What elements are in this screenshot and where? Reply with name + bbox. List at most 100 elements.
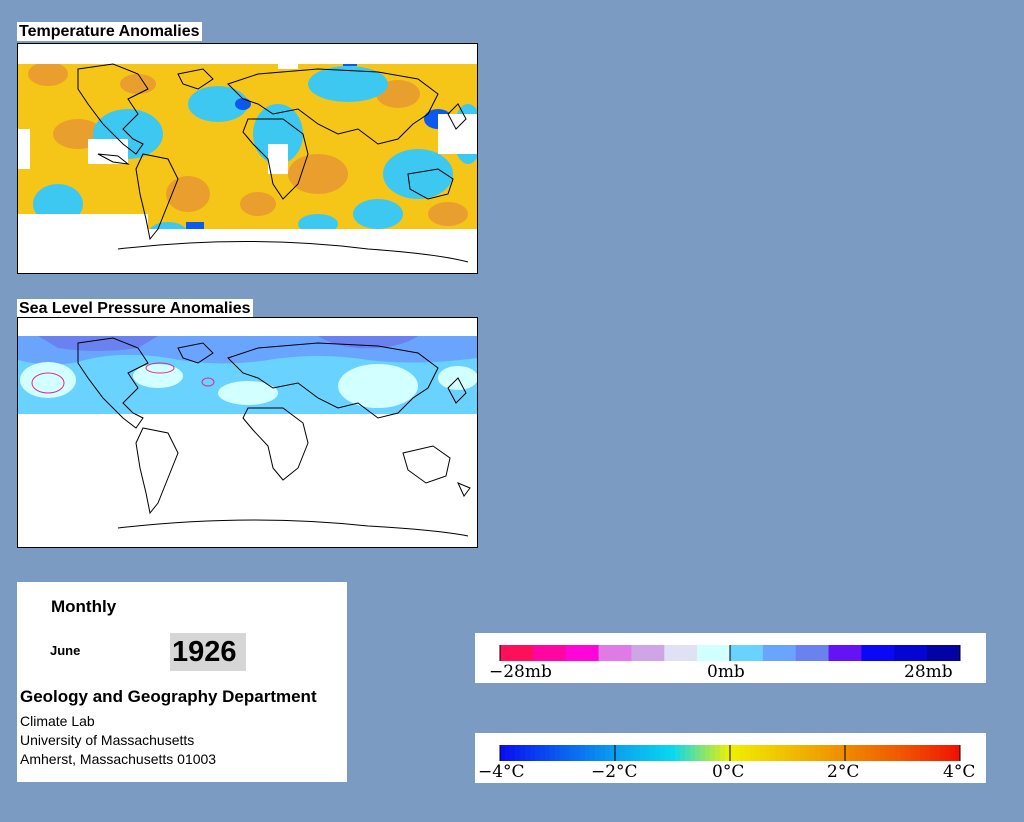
legend-color-swatch (820, 745, 826, 761)
legend-color-swatch (590, 745, 596, 761)
legend-color-swatch (540, 745, 546, 761)
legend-color-swatch (925, 745, 931, 761)
legend-color-swatch (631, 645, 665, 661)
temperature-legend-plus4: 4°C (943, 762, 976, 782)
legend-color-swatch (545, 745, 551, 761)
legend-color-swatch (880, 745, 886, 761)
legend-color-swatch (828, 645, 862, 661)
legend-color-swatch (560, 745, 566, 761)
legend-color-swatch (850, 745, 856, 761)
legend-color-swatch (598, 645, 632, 661)
legend-color-swatch (650, 745, 656, 761)
legend-color-swatch (950, 745, 956, 761)
legend-color-swatch (690, 745, 696, 761)
temperature-legend-plus2: 2°C (827, 762, 860, 782)
legend-color-swatch (580, 745, 586, 761)
legend-color-swatch (845, 745, 851, 761)
legend-color-swatch (800, 745, 806, 761)
legend-color-swatch (955, 745, 961, 761)
legend-color-swatch (695, 745, 701, 761)
legend-color-swatch (565, 745, 571, 761)
temperature-legend: −4°C −2°C 0°C 2°C 4°C (475, 733, 986, 783)
temperature-legend-zero: 0°C (712, 762, 745, 782)
address-line: University of Massachusetts (20, 732, 195, 748)
legend-color-swatch (570, 745, 576, 761)
legend-color-swatch (645, 745, 651, 761)
address-line: Amherst, Massachusetts 01003 (20, 751, 217, 767)
legend-color-swatch (745, 745, 751, 761)
legend-color-swatch (710, 745, 716, 761)
legend-color-swatch (900, 745, 906, 761)
year-badge: 1926 (170, 633, 246, 671)
legend-color-swatch (525, 745, 531, 761)
legend-color-swatch (740, 745, 746, 761)
legend-color-swatch (555, 745, 561, 761)
legend-color-swatch (697, 645, 731, 661)
legend-color-swatch (530, 745, 536, 761)
legend-color-swatch (795, 645, 830, 661)
temperature-legend-minus4: −4°C (478, 762, 525, 782)
legend-color-swatch (660, 745, 666, 761)
legend-color-swatch (500, 645, 534, 661)
legend-color-swatch (700, 745, 706, 761)
legend-color-swatch (730, 745, 736, 761)
legend-color-swatch (595, 745, 601, 761)
temperature-map-title: Temperature Anomalies (17, 22, 202, 41)
period-label: Monthly (51, 597, 117, 616)
legend-color-swatch (635, 745, 641, 761)
legend-color-swatch (532, 645, 567, 661)
pressure-anomaly-map (17, 317, 478, 548)
legend-color-swatch (630, 745, 636, 761)
temperature-legend-minus2: −2°C (591, 762, 638, 782)
legend-color-swatch (775, 745, 781, 761)
legend-color-swatch (705, 745, 711, 761)
legend-color-swatch (585, 745, 591, 761)
legend-color-swatch (825, 745, 831, 761)
legend-color-swatch (664, 645, 698, 661)
pressure-legend: −28mb 0mb 28mb (475, 633, 986, 683)
legend-color-swatch (770, 745, 776, 761)
legend-color-swatch (575, 745, 581, 761)
legend-color-swatch (762, 645, 797, 661)
legend-color-swatch (605, 745, 611, 761)
legend-color-swatch (600, 745, 606, 761)
legend-color-swatch (640, 745, 646, 761)
legend-color-swatch (935, 745, 941, 761)
legend-color-swatch (720, 745, 726, 761)
legend-color-swatch (865, 745, 871, 761)
legend-color-swatch (735, 745, 741, 761)
legend-color-swatch (855, 745, 861, 761)
legend-color-swatch (760, 745, 766, 761)
legend-color-swatch (780, 745, 786, 761)
legend-color-swatch (750, 745, 756, 761)
temperature-anomaly-map (17, 43, 478, 274)
legend-color-swatch (830, 745, 836, 761)
pressure-legend-min: −28mb (489, 662, 552, 682)
legend-color-swatch (535, 745, 541, 761)
legend-color-swatch (620, 745, 626, 761)
year-value: 1926 (172, 636, 237, 668)
pressure-legend-max: 28mb (904, 662, 953, 682)
legend-color-swatch (815, 745, 821, 761)
legend-color-swatch (905, 745, 911, 761)
legend-color-swatch (610, 745, 616, 761)
legend-color-swatch (655, 745, 661, 761)
legend-color-swatch (835, 745, 841, 761)
legend-color-swatch (670, 745, 676, 761)
legend-color-swatch (885, 745, 891, 761)
legend-color-swatch (725, 745, 731, 761)
legend-color-swatch (915, 745, 921, 761)
temperature-color-scale (499, 745, 961, 761)
legend-color-swatch (870, 745, 876, 761)
legend-color-swatch (680, 745, 686, 761)
legend-color-swatch (765, 745, 771, 761)
legend-color-swatch (565, 645, 600, 661)
address-block: Climate Lab University of Massachusetts … (20, 712, 216, 769)
legend-color-swatch (875, 745, 881, 761)
legend-color-swatch (625, 745, 631, 761)
legend-color-swatch (930, 745, 936, 761)
legend-color-swatch (505, 745, 511, 761)
legend-color-swatch (755, 745, 761, 761)
legend-color-swatch (520, 745, 526, 761)
legend-color-swatch (730, 645, 764, 661)
